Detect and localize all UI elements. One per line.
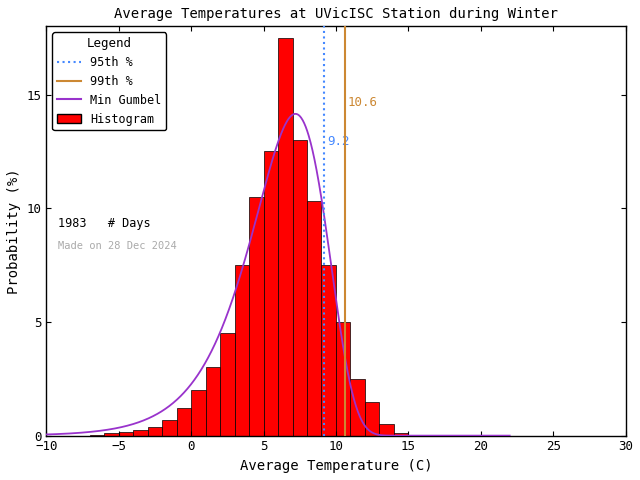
Y-axis label: Probability (%): Probability (%) — [7, 168, 21, 294]
Text: 9.2: 9.2 — [327, 134, 350, 147]
Bar — [278, 37, 292, 436]
Bar — [90, 434, 104, 436]
Bar — [394, 433, 408, 436]
Bar — [205, 367, 220, 436]
Title: Average Temperatures at UVicISC Station during Winter: Average Temperatures at UVicISC Station … — [114, 7, 558, 21]
Text: 1983   # Days: 1983 # Days — [58, 216, 150, 229]
Bar — [264, 151, 278, 436]
Bar — [235, 265, 249, 436]
Bar — [351, 379, 365, 436]
Bar — [365, 402, 380, 436]
X-axis label: Average Temperature (C): Average Temperature (C) — [239, 459, 432, 473]
Bar — [249, 197, 264, 436]
Text: Made on 28 Dec 2024: Made on 28 Dec 2024 — [58, 241, 177, 251]
Bar — [162, 420, 177, 436]
Legend: 95th %, 99th %, Min Gumbel, Histogram: 95th %, 99th %, Min Gumbel, Histogram — [52, 32, 166, 130]
Bar — [292, 140, 307, 436]
Bar — [380, 424, 394, 436]
Bar — [104, 433, 119, 436]
Bar — [119, 432, 133, 436]
Bar — [408, 434, 423, 436]
Bar — [321, 265, 336, 436]
Bar — [177, 408, 191, 436]
Bar — [220, 333, 235, 436]
Text: 10.6: 10.6 — [348, 96, 378, 109]
Bar — [307, 202, 321, 436]
Bar — [191, 390, 205, 436]
Bar — [336, 322, 351, 436]
Bar — [133, 430, 148, 436]
Bar — [148, 427, 162, 436]
